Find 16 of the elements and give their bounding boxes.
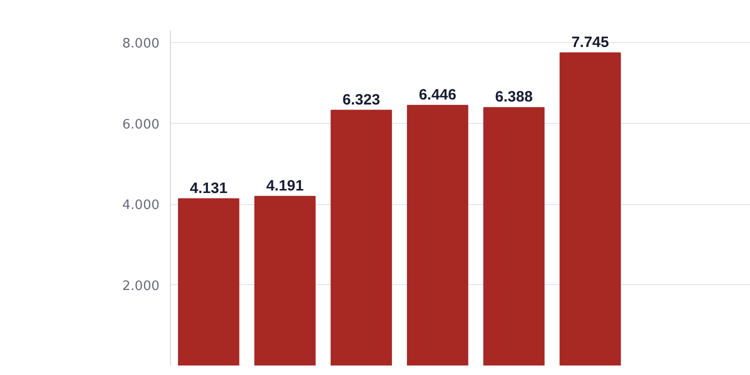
y-tick-label: 8.000 <box>122 36 160 52</box>
data-label: 4.131 <box>190 180 228 197</box>
bar <box>483 107 545 366</box>
data-label: 6.388 <box>495 88 533 106</box>
data-label: 6.323 <box>342 91 380 108</box>
data-label: 7.745 <box>571 34 610 51</box>
bar <box>560 52 621 366</box>
y-tick-label: 6.000 <box>122 117 160 132</box>
bar <box>178 198 240 366</box>
y-tick-label: 2.000 <box>122 278 160 294</box>
bar <box>406 104 468 366</box>
bar <box>330 110 392 366</box>
y-tick-label: 4.000 <box>122 198 160 214</box>
data-label: 6.446 <box>418 86 456 104</box>
bar <box>254 196 316 366</box>
data-label: 4.191 <box>266 177 304 194</box>
